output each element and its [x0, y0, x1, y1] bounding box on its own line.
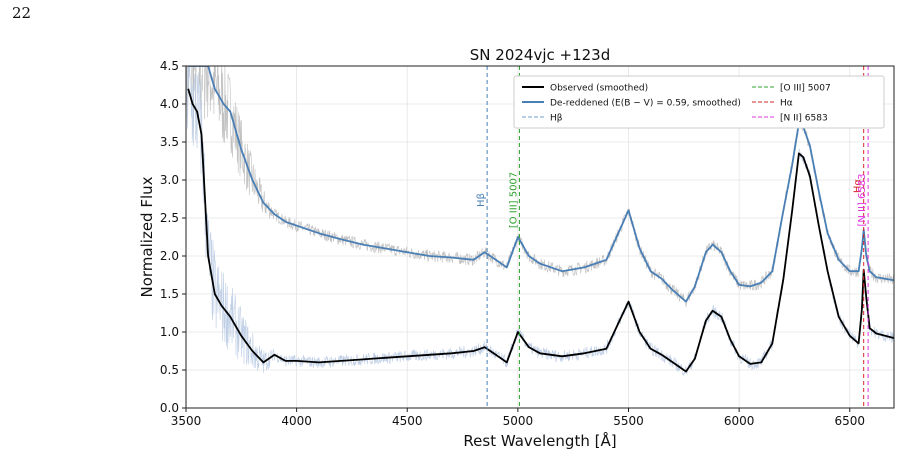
y-tick-label: 0.0 [160, 401, 179, 415]
legend-label: [N II] 6583 [780, 114, 828, 124]
y-tick-label: 0.5 [160, 363, 179, 377]
observed-series-line [187, 88, 894, 373]
legend: Observed (smoothed) [O III] 5007 De-redden… [513, 75, 885, 129]
series-lines [187, 66, 894, 373]
y-tick-label: 4.0 [160, 97, 179, 111]
y-tick-label: 3.5 [160, 135, 179, 149]
axis-ticks: 3500 4000 4500 5000 5500 6000 6500 0.0 0.5 1.0 1.5… [160, 59, 865, 428]
legend-label: Observed (smoothed) [550, 84, 648, 94]
legend-label: Hβ [550, 114, 563, 124]
legend-label: [O III] 5007 [780, 84, 831, 94]
x-tick-label: 6000 [724, 414, 755, 428]
x-tick-label: 6500 [834, 414, 865, 428]
emission-line-label: Hα [853, 179, 864, 194]
chart-title: SN 2024vjc +123d [470, 46, 610, 64]
x-tick-label: 4500 [392, 414, 423, 428]
y-tick-label: 2.0 [160, 249, 179, 263]
x-tick-label: 5500 [613, 414, 644, 428]
emission-line-label: [O III] 5007 [508, 172, 519, 228]
legend-label: De-reddened (E(B − V) = 0.59, smoothed) [550, 99, 741, 109]
y-tick-label: 2.5 [160, 211, 179, 225]
x-tick-label: 5000 [503, 414, 534, 428]
x-axis-label: Rest Wavelength [Å] [463, 431, 616, 450]
x-tick-label: 4000 [281, 414, 312, 428]
y-tick-label: 1.5 [160, 287, 179, 301]
y-axis-label: Normalized Flux [138, 176, 156, 297]
page-number: 22 [12, 4, 32, 22]
emission-line-label: [N II] 6583 [857, 174, 868, 227]
emission-line-label: Hβ [476, 193, 487, 207]
y-tick-label: 1.0 [160, 325, 179, 339]
legend-box [513, 75, 885, 129]
dereddened-series-line [188, 66, 894, 303]
plot-frame [185, 65, 895, 409]
x-tick-label: 3500 [171, 414, 202, 428]
y-tick-label: 4.5 [160, 59, 179, 73]
legend-label: Hα [780, 99, 793, 109]
y-tick-label: 3.0 [160, 173, 179, 187]
